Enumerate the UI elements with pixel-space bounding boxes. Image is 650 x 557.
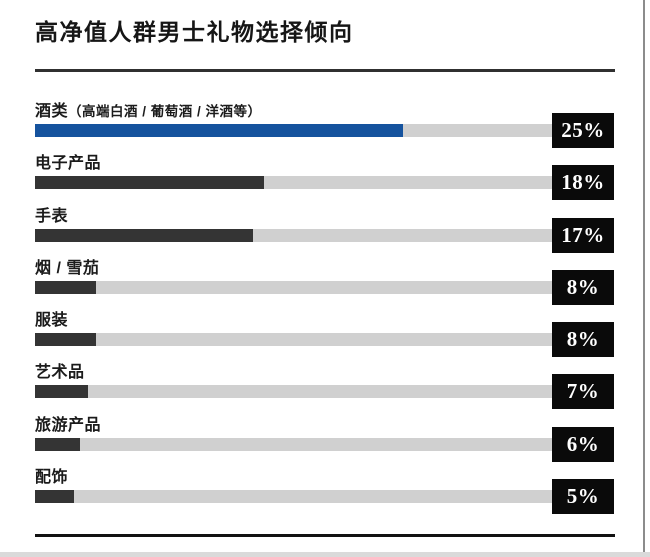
- bar-value-label: 18%: [561, 170, 605, 195]
- bar-value-label: 17%: [561, 222, 605, 247]
- bar-value-label: 8%: [566, 327, 600, 352]
- bar-line: 25%: [35, 113, 614, 148]
- bar-track: [35, 228, 552, 242]
- bar-track: [35, 437, 552, 451]
- bar-fill: [35, 333, 96, 347]
- top-divider: [35, 69, 615, 72]
- bar-track: [35, 490, 552, 504]
- bar-value-label: 8%: [566, 274, 600, 299]
- bar-row: 配饰 5%: [35, 462, 614, 515]
- bar-category: 配饰: [35, 469, 69, 487]
- bar-row: 烟 / 雪茄 8%: [35, 253, 614, 305]
- bar-label: 艺术品: [35, 358, 85, 382]
- bar-track: [35, 124, 552, 137]
- value-box: 8%: [552, 269, 614, 305]
- bar-label: 旅游产品: [35, 411, 101, 435]
- bar-value-label: 6%: [566, 431, 600, 456]
- bar-category: 艺术品: [35, 364, 85, 382]
- bottom-divider: [35, 534, 615, 537]
- bar-line: 8%: [35, 269, 614, 305]
- bar-label: 烟 / 雪茄: [35, 254, 99, 278]
- bar-category: 电子产品: [35, 155, 102, 173]
- value-box: 17%: [552, 217, 614, 253]
- right-edge-line: [643, 0, 645, 557]
- bar-row: 旅游产品 6%: [35, 410, 614, 462]
- bar-row: 手表 17%: [35, 201, 614, 253]
- value-box: 7%: [552, 374, 614, 410]
- bar-category: 酒类: [35, 103, 69, 120]
- bar-row: 服装 8%: [35, 305, 614, 358]
- bar-track: [35, 280, 552, 294]
- bar-line: 6%: [35, 426, 614, 462]
- bar-track: [35, 385, 552, 399]
- bottom-strip: [0, 552, 650, 557]
- bar-category: 烟 / 雪茄: [35, 259, 100, 277]
- bar-label: 酒类（高端白酒 / 葡萄酒 / 洋酒等）: [35, 97, 262, 121]
- value-box: 8%: [552, 322, 614, 358]
- bar-category: 服装: [35, 312, 69, 330]
- value-box: 6%: [552, 426, 614, 462]
- bar-category: 手表: [35, 207, 69, 225]
- bar-track: [35, 176, 552, 190]
- bar-line: 17%: [35, 217, 614, 253]
- value-box: 25%: [552, 113, 614, 148]
- bar-fill: [35, 228, 253, 242]
- bar-row: 电子产品 18%: [35, 148, 614, 201]
- bar-line: 18%: [35, 165, 614, 201]
- bar-label: 配饰: [35, 463, 68, 487]
- bar-label: 服装: [35, 306, 68, 330]
- bar-category-suffix: （高端白酒 / 葡萄酒 / 洋酒等）: [68, 104, 262, 119]
- bar-fill: [35, 437, 80, 451]
- bar-chart: 酒类（高端白酒 / 葡萄酒 / 洋酒等） 25% 电子产品 18% 手表: [35, 96, 614, 515]
- page-title: 高净值人群男士礼物选择倾向: [35, 19, 354, 45]
- bar-value-label: 5%: [566, 484, 600, 509]
- bar-label: 电子产品: [35, 149, 101, 173]
- bar-fill: [35, 124, 403, 137]
- bar-track: [35, 333, 552, 347]
- bar-line: 7%: [35, 374, 614, 410]
- bar-fill: [35, 280, 96, 294]
- bar-value-label: 25%: [561, 118, 605, 142]
- bar-fill: [35, 385, 88, 399]
- bar-line: 8%: [35, 322, 614, 358]
- bar-row: 艺术品 7%: [35, 357, 614, 410]
- bar-category: 旅游产品: [35, 416, 102, 434]
- bar-fill: [35, 176, 264, 190]
- bar-value-label: 7%: [566, 379, 600, 404]
- bar-line: 5%: [35, 479, 614, 515]
- value-box: 5%: [552, 479, 614, 515]
- bar-label: 手表: [35, 202, 68, 226]
- bar-row: 酒类（高端白酒 / 葡萄酒 / 洋酒等） 25%: [35, 96, 614, 148]
- value-box: 18%: [552, 165, 614, 201]
- bar-fill: [35, 490, 74, 504]
